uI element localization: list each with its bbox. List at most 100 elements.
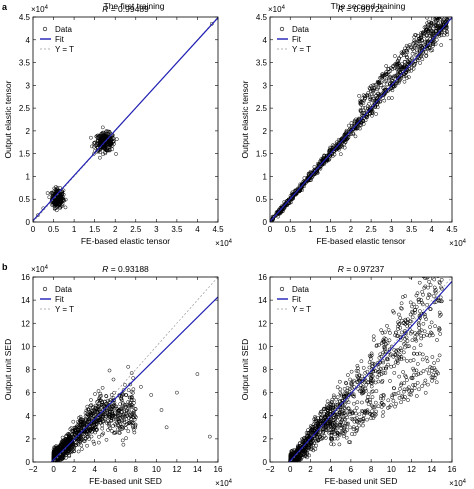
y-axis-label: Output elastic tensor bbox=[240, 80, 250, 158]
data-point bbox=[368, 412, 373, 416]
data-point bbox=[96, 410, 100, 414]
data-point bbox=[371, 334, 376, 339]
data-point bbox=[411, 383, 416, 387]
data-point bbox=[308, 429, 313, 434]
data-point bbox=[116, 423, 121, 428]
data-point bbox=[437, 326, 442, 330]
data-point bbox=[337, 379, 342, 384]
data-point bbox=[365, 104, 370, 109]
legend-label-data: Data bbox=[292, 25, 309, 34]
data-point bbox=[356, 366, 360, 370]
data-point bbox=[406, 44, 411, 49]
y-tick-label: 0.5 bbox=[19, 195, 31, 204]
data-point bbox=[430, 378, 434, 383]
data-point bbox=[89, 135, 93, 140]
data-point bbox=[437, 281, 442, 285]
data-point bbox=[345, 386, 350, 390]
data-point bbox=[306, 171, 311, 176]
fit-line bbox=[33, 17, 218, 222]
data-point bbox=[394, 61, 398, 66]
data-point bbox=[421, 292, 425, 297]
data-point bbox=[93, 392, 97, 396]
reference-lines bbox=[50, 277, 218, 462]
data-point bbox=[87, 407, 91, 412]
data-point bbox=[346, 373, 350, 377]
x-tick-label: 1 bbox=[308, 225, 313, 234]
data-point bbox=[70, 432, 75, 437]
data-point bbox=[387, 77, 391, 82]
data-point bbox=[331, 143, 335, 147]
data-point bbox=[399, 54, 403, 58]
data-point bbox=[321, 422, 325, 427]
x-tick-label: 3 bbox=[154, 225, 159, 234]
data-point bbox=[413, 53, 418, 57]
data-point bbox=[413, 331, 418, 336]
data-point bbox=[380, 380, 384, 385]
data-point bbox=[106, 129, 110, 134]
data-point bbox=[374, 343, 379, 348]
data-point bbox=[303, 453, 308, 457]
y-tick-label: 10 bbox=[258, 342, 267, 351]
data-point bbox=[121, 425, 126, 430]
data-point bbox=[367, 108, 372, 112]
data-point bbox=[112, 400, 117, 405]
data-point bbox=[425, 367, 430, 372]
data-point bbox=[439, 277, 444, 282]
data-point bbox=[405, 317, 410, 322]
data-point bbox=[316, 416, 321, 420]
data-point bbox=[97, 413, 101, 418]
data-point bbox=[425, 29, 430, 33]
data-point bbox=[376, 81, 381, 86]
y-multiplier-exponent: 4 bbox=[45, 5, 49, 11]
data-point bbox=[412, 368, 416, 373]
data-point bbox=[113, 413, 118, 418]
data-point bbox=[346, 395, 350, 400]
data-point bbox=[306, 446, 311, 450]
data-point bbox=[317, 432, 321, 437]
data-point bbox=[106, 428, 110, 432]
x-axis-label: FE-based unit SED bbox=[325, 476, 398, 486]
data-point bbox=[377, 369, 382, 374]
data-point bbox=[118, 415, 122, 420]
data-point bbox=[444, 24, 449, 29]
x-multiplier-base: ×10 bbox=[215, 239, 229, 248]
data-point bbox=[120, 419, 125, 423]
data-point bbox=[440, 20, 445, 24]
data-point bbox=[358, 98, 362, 103]
data-point bbox=[129, 371, 134, 375]
x-multiplier-base: ×10 bbox=[449, 239, 463, 248]
data-point bbox=[369, 89, 373, 93]
data-point bbox=[403, 317, 408, 322]
data-point bbox=[350, 432, 354, 436]
y-tick-label: 16 bbox=[21, 273, 30, 282]
data-point bbox=[315, 439, 319, 444]
data-point bbox=[437, 261, 440, 264]
data-point bbox=[375, 362, 380, 367]
data-point bbox=[396, 61, 401, 66]
data-point bbox=[112, 390, 117, 395]
data-point bbox=[54, 188, 59, 193]
y-multiplier: ×104 bbox=[268, 5, 286, 14]
data-point bbox=[408, 319, 412, 324]
data-point bbox=[107, 148, 112, 153]
data-point bbox=[445, 30, 449, 34]
plot-frame bbox=[269, 276, 453, 463]
x-tick-label: 3.5 bbox=[171, 225, 183, 234]
reference-lines bbox=[33, 17, 218, 222]
data-point bbox=[441, 20, 445, 25]
data-point bbox=[402, 79, 407, 84]
x-multiplier: ×104 bbox=[215, 479, 233, 488]
data-point bbox=[322, 425, 326, 430]
data-point bbox=[425, 17, 429, 20]
data-point bbox=[419, 33, 423, 37]
data-point bbox=[410, 329, 414, 334]
data-point bbox=[371, 361, 376, 366]
data-point bbox=[427, 333, 432, 338]
data-point bbox=[345, 388, 350, 393]
data-point bbox=[359, 389, 364, 394]
data-point bbox=[334, 414, 339, 419]
data-point bbox=[110, 429, 114, 433]
data-point bbox=[104, 394, 108, 398]
data-point bbox=[437, 13, 440, 16]
